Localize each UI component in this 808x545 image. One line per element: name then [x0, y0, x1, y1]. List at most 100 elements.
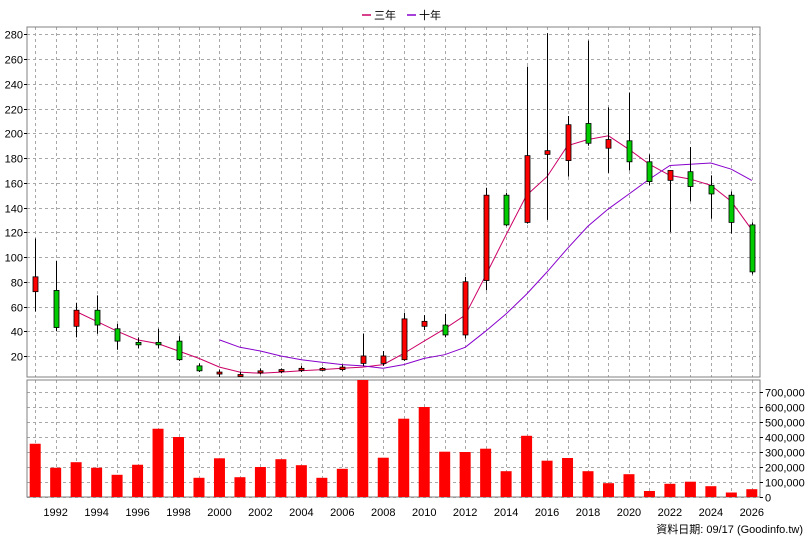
candle-body — [646, 161, 653, 182]
candle-body — [298, 367, 305, 371]
candle — [401, 312, 408, 361]
volume-bar — [705, 486, 717, 497]
candle-body — [380, 355, 387, 364]
x-tick-label: 2022 — [658, 507, 682, 519]
price-tick-label: 120 — [5, 228, 23, 240]
candle-body — [585, 123, 592, 144]
candle — [319, 367, 326, 371]
volume-bar — [213, 458, 225, 497]
candle — [667, 170, 674, 233]
footer-source: 資料日期: 09/17 (Goodinfo.tw) — [656, 522, 803, 536]
volume-tick-label: 400,000 — [765, 433, 805, 445]
volume-bar — [439, 451, 451, 497]
candle-body — [503, 194, 510, 226]
volume-bar — [623, 474, 635, 497]
candle-body — [749, 224, 756, 273]
price-tick-label: 280 — [5, 30, 23, 42]
ma-line-ten-year — [219, 162, 753, 369]
candle — [360, 333, 367, 366]
volume-bar — [295, 465, 307, 497]
volume-bar — [50, 467, 62, 497]
volume-bar — [541, 460, 553, 497]
price-tick-label: 160 — [5, 179, 23, 191]
price-tick-label: 60 — [11, 303, 23, 315]
volume-bar — [254, 467, 266, 497]
legend-label-ma10: 十年 — [419, 8, 441, 22]
legend-label-ma3: 三年 — [374, 8, 396, 22]
candle-body — [728, 194, 735, 223]
candle-body — [442, 324, 449, 336]
volume-bars — [29, 380, 758, 497]
candle-body — [524, 155, 531, 223]
volume-bar — [132, 464, 144, 497]
x-tick-label: 2016 — [535, 507, 559, 519]
candle-body — [565, 124, 572, 161]
volume-tick-label: 300,000 — [765, 448, 805, 460]
x-tick-label: 2000 — [207, 507, 231, 519]
candle-body — [339, 366, 346, 370]
candle-body — [216, 371, 223, 375]
candle-body — [421, 320, 428, 327]
candle — [216, 369, 223, 377]
candle-body — [462, 281, 469, 336]
candle — [585, 40, 592, 146]
price-tick-label: 260 — [5, 55, 23, 67]
candle-body — [257, 370, 264, 374]
candle — [749, 222, 756, 275]
candle-body — [708, 184, 715, 195]
price-tick-label: 220 — [5, 105, 23, 117]
candle — [135, 337, 142, 349]
candle — [565, 116, 572, 177]
volume-bar — [70, 462, 82, 497]
x-tick-label: 2002 — [248, 507, 272, 519]
candle — [687, 146, 694, 202]
price-tick-label: 240 — [5, 80, 23, 92]
price-frame — [26, 26, 761, 378]
x-tick-label: 1992 — [43, 507, 67, 519]
candle-body — [155, 341, 162, 346]
volume-tick-label: 100,000 — [765, 478, 805, 490]
volume-bar — [111, 474, 123, 497]
volume-bar — [234, 477, 246, 497]
volume-panel: 0 100,000 200,000 300,000 400,000 500,000 600,… — [26, 379, 805, 505]
volume-bar — [91, 467, 103, 497]
candle — [237, 372, 244, 377]
candle-body — [94, 309, 101, 326]
volume-bar — [398, 418, 410, 497]
candle — [626, 92, 633, 171]
volume-bar — [29, 443, 41, 497]
price-tick-label: 100 — [5, 253, 23, 265]
candle — [94, 295, 101, 334]
x-tick-label: 1998 — [166, 507, 190, 519]
candle — [73, 302, 80, 338]
volume-bar — [664, 483, 676, 497]
candle-body — [73, 309, 80, 327]
candle-body — [544, 150, 551, 155]
price-tick-label: 140 — [5, 204, 23, 216]
candle-body — [667, 170, 674, 181]
candle-body — [483, 194, 490, 281]
candle — [524, 66, 531, 224]
price-tick-label: 40 — [11, 327, 23, 339]
volume-bar — [173, 437, 185, 497]
x-tick-label: 2010 — [412, 507, 436, 519]
price-y-axis: 20 40 60 80 100 120 140 160 180 200 220 240 260 280 — [5, 30, 27, 364]
x-tick-label: 2020 — [617, 507, 641, 519]
x-axis: 1992 1994 1996 1998 2000 2002 2004 2006 2008 2010… — [43, 507, 764, 519]
candle — [483, 187, 490, 291]
candle — [196, 363, 203, 373]
volume-bar — [152, 428, 164, 497]
volume-tick-label: 700,000 — [765, 388, 805, 400]
candle — [442, 313, 449, 338]
candle-body — [319, 367, 326, 371]
volume-tick-label: 200,000 — [765, 463, 805, 475]
volume-tick-label: 600,000 — [765, 403, 805, 415]
x-tick-label: 2012 — [453, 507, 477, 519]
volume-bar — [480, 448, 492, 497]
volume-y-axis: 0 100,000 200,000 300,000 400,000 500,000 600,… — [760, 388, 805, 505]
candle — [53, 260, 60, 332]
x-tick-label: 2004 — [289, 507, 313, 519]
candle — [421, 315, 428, 331]
